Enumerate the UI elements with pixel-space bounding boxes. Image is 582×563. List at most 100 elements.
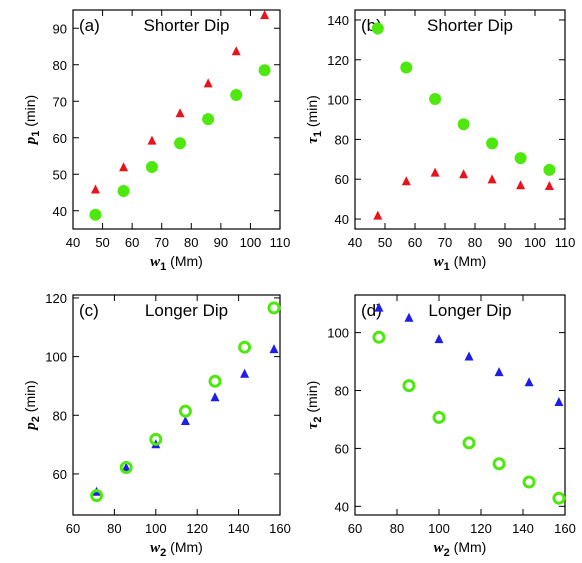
y-tick-label: 60 (335, 441, 349, 456)
x-tick-label: 70 (154, 235, 168, 250)
x-tick-label: 60 (125, 235, 139, 250)
data-point-open-circle (267, 301, 281, 315)
data-point-triangle (180, 416, 190, 426)
y-tick-label: 90 (53, 21, 67, 36)
data-point-triangle (524, 377, 534, 387)
y-tick-label: 120 (45, 291, 67, 306)
plot-frame (354, 294, 566, 516)
data-point-open-circle (238, 340, 252, 354)
panel-title: Shorter Dip (144, 16, 230, 35)
y-tick-label: 50 (53, 167, 67, 182)
data-point-triangle (119, 162, 129, 172)
data-point-triangle (231, 46, 241, 56)
data-point-circle (543, 163, 556, 176)
y-tick-label: 80 (335, 132, 349, 147)
x-tick-label: 90 (214, 235, 228, 250)
x-tick-label: 100 (524, 235, 546, 250)
y-tick-label: 100 (45, 350, 67, 365)
x-tick-label: 80 (184, 235, 198, 250)
x-tick-label: 120 (470, 521, 492, 536)
data-point-open-circle (432, 410, 446, 424)
x-tick-label: 60 (348, 521, 362, 536)
plot-frame (72, 9, 281, 230)
x-tick-label: 60 (408, 235, 422, 250)
y-tick-label: 70 (53, 94, 67, 109)
x-tick-label: 160 (554, 521, 576, 536)
y-tick-label: 60 (53, 467, 67, 482)
data-point-triangle (269, 344, 279, 354)
x-tick-label: 100 (240, 235, 262, 250)
x-tick-label: 40 (66, 235, 80, 250)
data-point-triangle (203, 78, 213, 88)
x-tick-label: 110 (555, 235, 576, 250)
y-tick-label: 60 (53, 131, 67, 146)
data-point-circle (429, 92, 442, 105)
data-point-triangle (404, 312, 414, 322)
x-tick-label: 110 (270, 235, 291, 250)
panel-a: 40 50 60 70 80 90 100 110 40 50 60 70 80 90 (a) Shorter… (22, 9, 291, 273)
data-point-triangle (374, 302, 384, 312)
panel-tag: (a) (79, 16, 100, 35)
data-point-circle (145, 160, 158, 173)
y-tick-label: 80 (53, 408, 67, 423)
data-point-triangle (434, 334, 444, 344)
data-point-triangle (210, 392, 220, 402)
data-point-triangle (464, 351, 474, 361)
y-tick-label: 100 (327, 93, 349, 108)
data-point-triangle (554, 396, 564, 406)
data-point-circle (457, 118, 470, 131)
data-point-circle (486, 137, 499, 150)
data-point-open-circle (208, 374, 222, 388)
x-tick-label: 100 (428, 521, 450, 536)
x-axis-label: w1 (Mm) (150, 253, 203, 273)
x-tick-label: 90 (498, 235, 512, 250)
data-point-triangle (401, 176, 411, 186)
data-point-circle (89, 208, 102, 221)
x-axis-label: w2 (Mm) (150, 539, 203, 559)
data-point-circle (230, 89, 243, 102)
x-tick-label: 40 (348, 235, 362, 250)
x-axis-label: w2 (Mm) (434, 539, 487, 559)
data-point-circle (514, 152, 527, 165)
data-point-triangle (430, 167, 440, 177)
data-point-circle (258, 64, 271, 77)
data-point-circle (400, 61, 413, 74)
x-tick-label: 100 (145, 521, 167, 536)
panel-title: Longer Dip (145, 301, 228, 320)
data-point-triangle (260, 10, 270, 20)
x-tick-label: 140 (228, 521, 250, 536)
data-point-triangle (459, 169, 469, 179)
x-tick-label: 120 (186, 521, 208, 536)
data-point-triangle (487, 174, 497, 184)
plot-frame (354, 9, 566, 230)
x-tick-label: 160 (269, 521, 291, 536)
y-tick-label: 120 (327, 53, 349, 68)
data-point-open-circle (462, 436, 476, 450)
data-point-circle (174, 137, 187, 150)
x-tick-label: 70 (438, 235, 452, 250)
y-axis-label: p1 (min) (22, 95, 42, 146)
data-point-triangle (175, 108, 185, 118)
x-tick-label: 80 (468, 235, 482, 250)
data-point-circle (117, 185, 130, 198)
data-point-circle (202, 113, 215, 126)
data-point-open-circle (119, 460, 133, 474)
y-tick-label: 40 (335, 212, 349, 227)
plot-frame (72, 294, 281, 516)
panel-d: 60 80 100 120 140 160 40 60 80 100 (d) Longer Dip w2… (304, 294, 576, 559)
x-axis-label: w1 (Mm) (434, 253, 487, 273)
data-point-open-circle (149, 432, 163, 446)
y-tick-label: 40 (53, 204, 67, 219)
x-tick-label: 50 (95, 235, 109, 250)
data-point-triangle (494, 367, 504, 377)
y-tick-label: 80 (53, 58, 67, 73)
panel-c: 60 80 100 120 140 160 60 80 100 120 (c) Longer Dip w… (22, 291, 291, 559)
y-axis-label: τ1 (min) (304, 95, 324, 144)
x-tick-label: 50 (378, 235, 392, 250)
data-point-triangle (516, 180, 526, 190)
data-point-open-circle (492, 457, 506, 471)
y-axis-label: τ2 (min) (304, 381, 324, 430)
y-tick-label: 60 (335, 172, 349, 187)
data-point-circle (371, 22, 384, 35)
